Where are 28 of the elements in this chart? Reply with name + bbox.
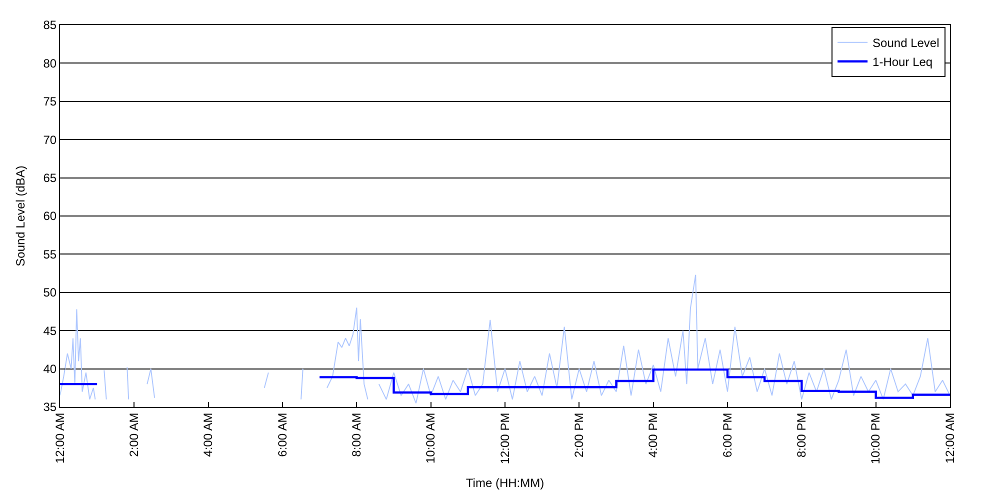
legend-label: Sound Level	[872, 36, 940, 50]
x-tick-label: 10:00 PM	[868, 412, 883, 464]
y-tick-label: 75	[43, 94, 57, 109]
x-tick-label: 6:00 AM	[275, 412, 290, 457]
legend-label: 1-Hour Leq	[872, 55, 933, 70]
x-tick-label: 2:00 AM	[127, 412, 142, 457]
y-axis-title: Sound Level (dBA)	[14, 166, 28, 266]
y-tick-label: 50	[43, 286, 57, 300]
x-tick-label: 8:00 AM	[350, 412, 364, 457]
x-tick-label: 12:00 AM	[942, 412, 957, 464]
x-tick-label: 12:00 AM	[52, 412, 67, 464]
x-tick-label: 2:00 PM	[572, 412, 586, 458]
y-tick-label: 60	[43, 209, 57, 224]
y-tick-label: 70	[43, 132, 57, 147]
y-tick-label: 40	[43, 362, 57, 376]
y-tick-label: 55	[43, 247, 57, 262]
x-tick-label: 6:00 PM	[720, 412, 734, 458]
y-tick-label: 65	[43, 171, 57, 185]
x-tick-label: 12:00 PM	[498, 412, 512, 464]
x-axis-title: Time (HH:MM)	[466, 476, 544, 490]
y-tick-label: 45	[43, 324, 57, 338]
y-tick-label: 80	[43, 56, 57, 70]
y-tick-label: 85	[43, 18, 57, 32]
x-tick-label: 4:00 PM	[646, 412, 660, 458]
x-tick-label: 4:00 AM	[201, 412, 216, 457]
x-tick-label: 8:00 PM	[794, 412, 809, 458]
x-tick-label: 10:00 AM	[424, 412, 438, 464]
y-tick-label: 35	[43, 400, 57, 414]
